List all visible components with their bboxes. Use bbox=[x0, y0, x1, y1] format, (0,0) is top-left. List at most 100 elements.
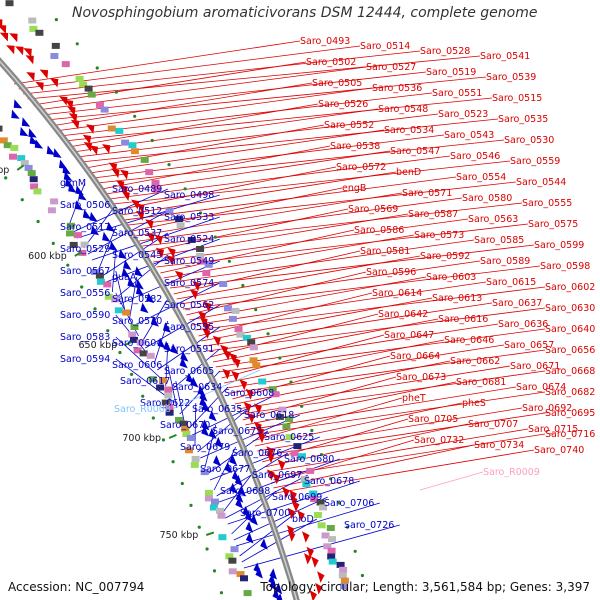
forward-gene-arrow bbox=[245, 388, 254, 400]
forward-gene-arrow bbox=[131, 199, 140, 210]
annotation-block bbox=[145, 169, 154, 176]
annotation-block bbox=[9, 153, 17, 160]
annotation-block bbox=[231, 307, 240, 314]
reverse-gene-label: Saro_0604 bbox=[112, 338, 162, 349]
forward-gene-label: Saro_0668 bbox=[545, 366, 595, 377]
track-dot bbox=[289, 380, 293, 384]
leader-line bbox=[168, 348, 221, 393]
annotation-block bbox=[51, 42, 60, 49]
forward-gene-label: Saro_0732 bbox=[414, 435, 464, 446]
reverse-gene-arrow bbox=[208, 410, 217, 422]
reverse-gene-arrow bbox=[235, 491, 244, 503]
leader-line bbox=[119, 260, 220, 305]
forward-gene-arrow bbox=[145, 219, 154, 230]
forward-gene-label: Saro_0664 bbox=[390, 351, 440, 362]
track-dot bbox=[219, 591, 224, 595]
reverse-gene-label: Saro_0680 bbox=[284, 454, 334, 465]
reverse-gene-label: Saro_0679 bbox=[180, 442, 230, 453]
forward-gene-label: Saro_0656 bbox=[545, 345, 595, 356]
annotation-block bbox=[20, 160, 29, 167]
annotation-block bbox=[47, 207, 56, 214]
leader-line bbox=[207, 430, 269, 475]
reverse-gene-arrow bbox=[245, 532, 254, 544]
reverse-gene-label: Saro_0512 bbox=[112, 206, 162, 217]
leader-line bbox=[221, 334, 385, 379]
leader-line bbox=[271, 439, 415, 484]
leader-line bbox=[142, 202, 523, 247]
forward-gene-arrow bbox=[266, 446, 275, 458]
forward-gene-label: Saro_0544 bbox=[516, 177, 566, 188]
annotation-block bbox=[328, 558, 337, 565]
forward-gene-arrow bbox=[89, 145, 98, 155]
forward-gene-label: Saro_0682 bbox=[545, 387, 595, 398]
reverse-gene-label: Saro_0506 bbox=[60, 200, 110, 211]
annotation-block bbox=[66, 230, 74, 237]
annotation-block bbox=[5, 0, 14, 7]
annotation-block bbox=[200, 469, 209, 476]
leader-line bbox=[247, 386, 517, 431]
leader-line bbox=[212, 318, 439, 363]
track-dot bbox=[227, 259, 231, 263]
reverse-gene-arrow bbox=[244, 510, 253, 522]
forward-gene-arrow bbox=[256, 426, 265, 438]
leader-line bbox=[242, 376, 397, 421]
leader-line bbox=[204, 424, 217, 469]
annotation-block bbox=[249, 357, 258, 364]
annotation-block bbox=[190, 461, 199, 468]
annotation-block bbox=[107, 125, 116, 132]
annotation-block bbox=[130, 324, 139, 330]
leader-line bbox=[157, 326, 221, 371]
reverse-gene-label: Saro_0583 bbox=[60, 332, 110, 343]
annotation-block bbox=[204, 261, 213, 268]
forward-gene-arrow bbox=[257, 432, 266, 444]
forward-gene-label: Saro_0673 bbox=[396, 372, 446, 383]
reverse-gene-arrow bbox=[135, 279, 144, 290]
forward-gene-arrow bbox=[121, 191, 130, 201]
annotation-block bbox=[66, 222, 75, 229]
leader-line bbox=[149, 213, 409, 258]
reverse-gene-arrow bbox=[109, 241, 118, 252]
forward-rna-label: Saro_R0009 bbox=[483, 467, 540, 478]
reverse-gene-label: Saro_0698 bbox=[220, 486, 270, 497]
leader-line bbox=[224, 339, 445, 384]
annotation-block bbox=[161, 399, 170, 406]
annotation-block bbox=[249, 344, 258, 351]
annotation-block bbox=[115, 127, 124, 134]
forward-gene-label: Saro_0527 bbox=[366, 62, 416, 73]
annotation-block bbox=[323, 543, 332, 550]
reverse-gene-arrow bbox=[201, 401, 210, 413]
forward-gene-arrow bbox=[309, 590, 317, 600]
annotation-block bbox=[300, 475, 309, 482]
annotation-block bbox=[100, 106, 109, 113]
leader-line bbox=[76, 194, 220, 239]
track-dot bbox=[167, 163, 171, 167]
annotation-block bbox=[340, 583, 349, 590]
annotation-block bbox=[159, 377, 167, 384]
leader-line bbox=[91, 216, 220, 261]
reverse-gene-arrow bbox=[245, 521, 254, 533]
annotation-block bbox=[87, 91, 96, 98]
forward-gene-label: Saro_0657 bbox=[504, 340, 554, 351]
annotation-block bbox=[17, 155, 26, 162]
annotation-block bbox=[242, 334, 251, 341]
reverse-gene-arrow bbox=[146, 292, 155, 304]
forward-gene-label: Saro_0630 bbox=[545, 303, 595, 314]
annotation-block bbox=[209, 504, 218, 511]
forward-gene-arrow bbox=[25, 55, 34, 65]
forward-gene-arrow bbox=[247, 412, 255, 424]
forward-gene-arrow bbox=[111, 168, 120, 179]
leader-line bbox=[198, 292, 373, 337]
genome-backbone bbox=[0, 57, 300, 600]
reverse-gene-label: Saro_0622 bbox=[140, 398, 190, 409]
leader-line bbox=[132, 187, 343, 232]
reverse-gene-arrow bbox=[11, 109, 20, 119]
leader-line bbox=[115, 358, 175, 403]
reverse-gene-arrow bbox=[250, 514, 258, 526]
reverse-gene-label: Saro_0595 bbox=[164, 322, 214, 333]
forward-gene-label: Saro_0642 bbox=[378, 309, 428, 320]
track-dot bbox=[66, 263, 70, 267]
reverse-gene-arrow bbox=[135, 285, 145, 296]
